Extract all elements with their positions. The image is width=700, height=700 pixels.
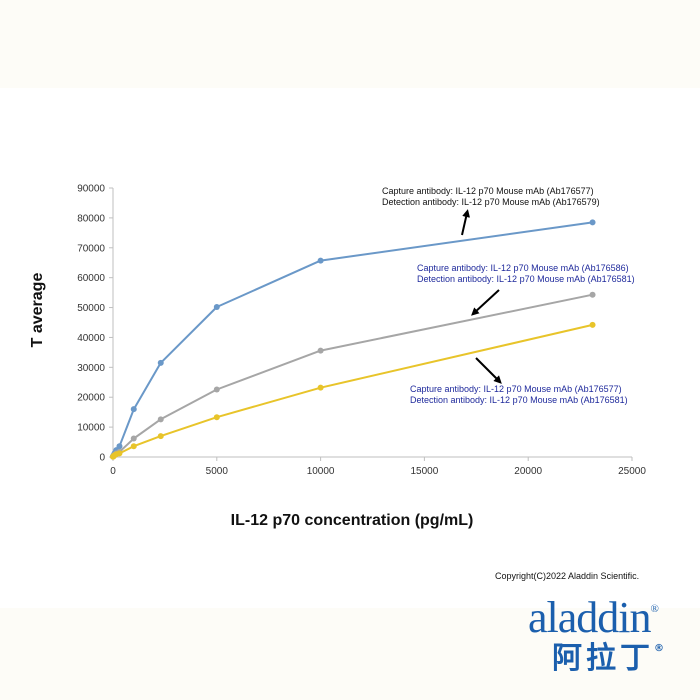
series-3-point [317, 384, 324, 391]
logo-name-en: aladdin [528, 593, 652, 642]
y-tick-label: 40000 [77, 333, 105, 344]
series-2-point [589, 291, 596, 298]
aladdin-logo: aladdin® [528, 593, 659, 642]
x-tick-label: 5000 [206, 466, 229, 477]
x-tick-label: 10000 [307, 466, 335, 477]
series-3-point [589, 321, 596, 328]
x-axis-label: IL-12 p70 concentration (pg/mL) [231, 512, 474, 529]
annotation-1-arrow [461, 209, 471, 236]
y-tick-label: 60000 [77, 273, 105, 284]
annotation-3-capture: Capture antibody: IL-12 p70 Mouse mAb (A… [410, 384, 622, 394]
series-2-point [213, 386, 220, 393]
series-1-point [589, 219, 596, 226]
x-tick-label: 0 [110, 466, 116, 477]
y-tick-label: 20000 [77, 393, 105, 404]
series-2-line [112, 293, 593, 458]
annotation-3-detection: Detection antibody: IL-12 p70 Mouse mAb … [410, 395, 628, 405]
top-band [0, 0, 700, 88]
series-1-point [317, 257, 324, 264]
y-tick-label: 0 [99, 453, 105, 464]
series-3-point [213, 414, 220, 421]
x-tick-label: 15000 [410, 466, 438, 477]
registered-mark: ® [650, 603, 659, 615]
annotation-2-detection: Detection antibody: IL-12 p70 Mouse mAb … [417, 274, 635, 284]
series-2-point [130, 435, 137, 442]
annotation-1-detection: Detection antibody: IL-12 p70 Mouse mAb … [382, 197, 600, 207]
y-tick-label: 80000 [77, 213, 105, 224]
x-tick-label: 25000 [618, 466, 646, 477]
x-tick-label: 20000 [514, 466, 542, 477]
y-tick-label: 90000 [77, 184, 105, 195]
registered-mark-cn: ® [654, 643, 664, 654]
series-3-point [116, 450, 123, 457]
series-3-point [157, 433, 164, 440]
y-tick-label: 50000 [77, 303, 105, 314]
series-2-point [157, 416, 164, 423]
y-tick-label: 10000 [77, 423, 105, 434]
copyright-text: Copyright(C)2022 Aladdin Scientific. [495, 571, 640, 581]
series-1-line [112, 221, 593, 457]
series-1-point [157, 359, 164, 366]
series-3-point [130, 443, 137, 450]
series-2-point [317, 347, 324, 354]
series-1-point [213, 303, 220, 310]
series-1-point [130, 406, 137, 413]
y-tick-label: 70000 [77, 243, 105, 254]
series-1-point [116, 443, 123, 450]
logo-name-cn: 阿拉丁 [552, 641, 654, 676]
annotation-1-capture: Capture antibody: IL-12 p70 Mouse mAb (A… [382, 186, 594, 196]
y-tick-label: 30000 [77, 363, 105, 374]
annotation-2-capture: Capture antibody: IL-12 p70 Mouse mAb (A… [417, 263, 629, 273]
annotation-2-arrow [471, 289, 500, 316]
aladdin-logo-cn: 阿拉丁® [552, 644, 664, 674]
bottom-band [0, 608, 700, 700]
y-axis-label: T average [29, 273, 46, 348]
annotation-3-arrow [475, 357, 502, 384]
